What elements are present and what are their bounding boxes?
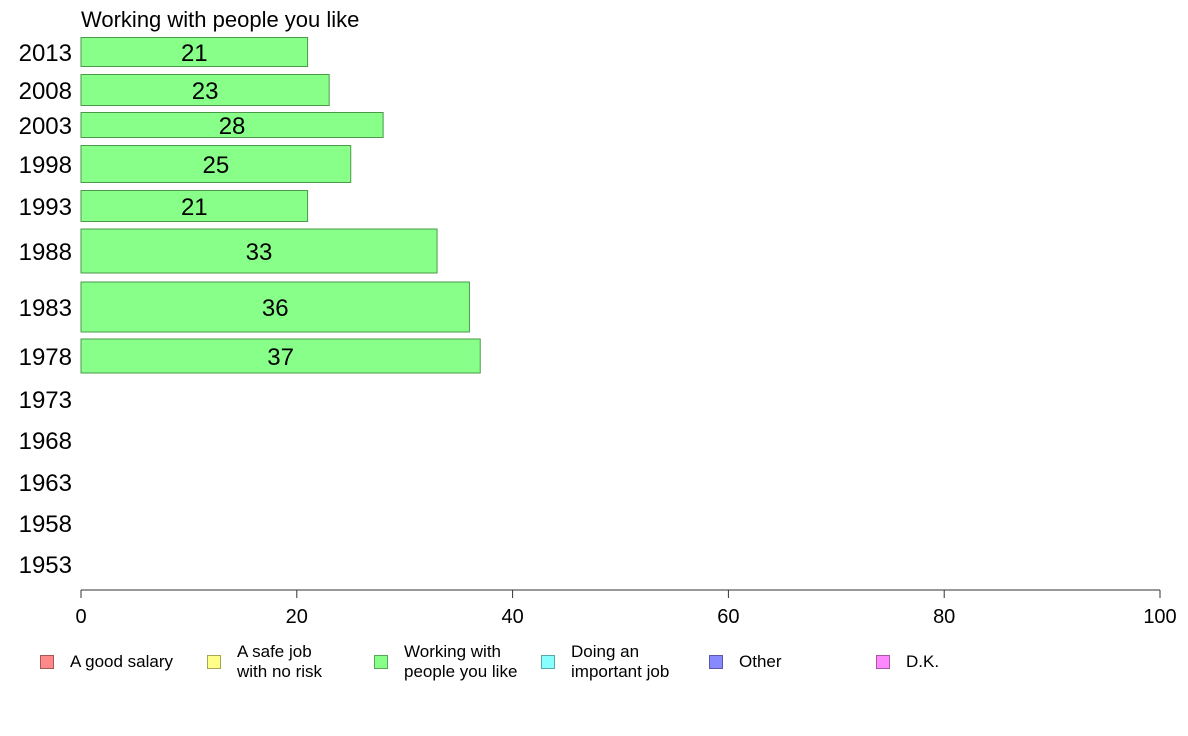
bar-2013	[80, 37, 309, 67]
bar-1988	[80, 228, 438, 274]
year-label-1953: 1953	[19, 552, 72, 579]
legend-swatch	[709, 655, 723, 669]
bar-value-label-1978: 37	[267, 344, 294, 371]
bar-value-label-1983: 36	[262, 295, 289, 322]
x-tick-label-0: 0	[75, 606, 86, 628]
legend-item-0: A good salary	[40, 640, 173, 684]
year-label-1958: 1958	[19, 511, 72, 538]
year-label-2008: 2008	[19, 78, 72, 105]
bar-1978	[80, 338, 481, 374]
year-label-1963: 1963	[19, 470, 72, 497]
bar-value-label-1988: 33	[246, 239, 273, 266]
year-label-1978: 1978	[19, 344, 72, 371]
legend-swatch	[207, 655, 221, 669]
bar-1998	[80, 145, 352, 183]
x-tick-label-100: 100	[1143, 606, 1176, 628]
legend-label: Other	[739, 652, 782, 671]
year-label-2013: 2013	[19, 40, 72, 67]
legend-item-5: D.K.	[876, 640, 939, 684]
bar-2003	[80, 112, 384, 138]
legend-item-2: Working with people you like	[374, 640, 517, 684]
x-tick-label-80: 80	[933, 606, 955, 628]
year-labels: 2013 2008 2003 1998 1993 1988 1983 1978 1973 1968…	[19, 40, 72, 579]
x-tick-label-40: 40	[501, 606, 523, 628]
x-axis: 0 20 40 60 80 100	[75, 589, 1177, 628]
year-label-1968: 1968	[19, 428, 72, 455]
bar-value-label-2013: 21	[181, 40, 208, 67]
bar-value-label-1998: 25	[203, 152, 230, 179]
bar-1983	[80, 281, 470, 333]
year-label-1993: 1993	[19, 194, 72, 221]
legend-swatch	[374, 655, 388, 669]
legend-swatch	[40, 655, 54, 669]
legend-label: A safe job with no risk	[237, 642, 323, 681]
legend-swatch	[876, 655, 890, 669]
bar-2008	[80, 74, 330, 106]
year-label-2003: 2003	[19, 113, 72, 140]
legend-item-4: Other	[709, 640, 782, 684]
bar-value-label-1993: 21	[181, 194, 208, 221]
legend-item-3: Doing an important job	[541, 640, 669, 684]
chart-title: Working with people you like	[81, 7, 359, 32]
legend-item-1: A safe job with no risk	[207, 640, 322, 684]
bar-value-label-2008: 23	[192, 78, 219, 105]
legend-label: D.K.	[906, 652, 940, 671]
legend-label: A good salary	[70, 652, 174, 671]
legend-label: Working with people you like	[404, 642, 518, 681]
legend-swatch	[541, 655, 555, 669]
legend: A good salary A safe job with no risk Work…	[0, 640, 1188, 690]
x-tick-label-20: 20	[286, 606, 308, 628]
bar-value-label-2003: 28	[219, 113, 246, 140]
year-label-1983: 1983	[19, 295, 72, 322]
year-label-1988: 1988	[19, 239, 72, 266]
bar-1993	[80, 190, 309, 222]
legend-label: Doing an important job	[571, 642, 670, 681]
x-tick-label-60: 60	[717, 606, 739, 628]
year-label-1973: 1973	[19, 387, 72, 414]
year-label-1998: 1998	[19, 152, 72, 179]
